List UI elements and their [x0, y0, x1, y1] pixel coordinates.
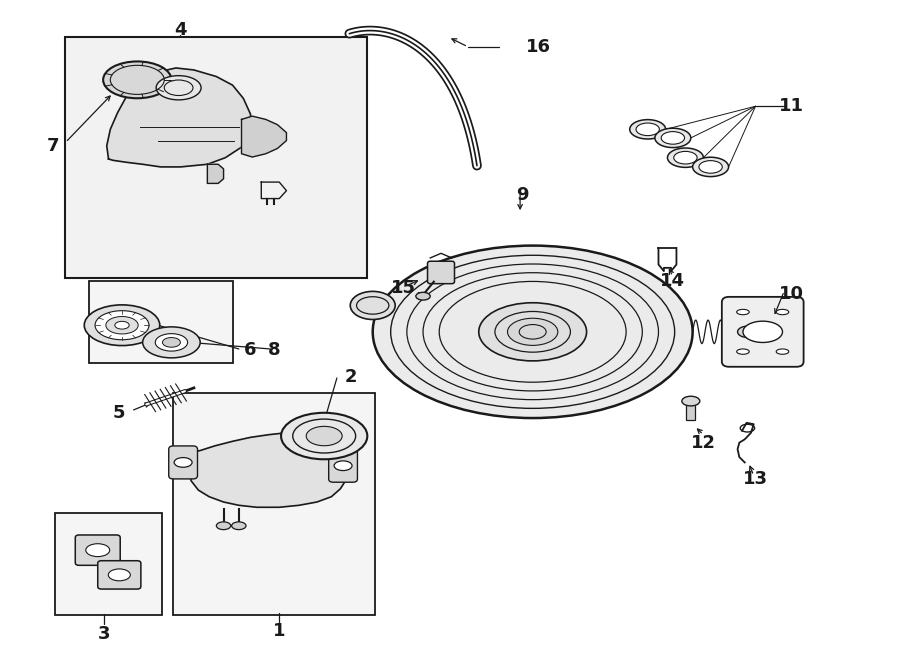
FancyBboxPatch shape [722, 297, 804, 367]
FancyBboxPatch shape [168, 446, 197, 479]
Text: 7: 7 [47, 137, 59, 155]
Ellipse shape [508, 318, 558, 346]
Text: 9: 9 [516, 186, 528, 204]
Ellipse shape [156, 334, 187, 351]
Bar [687, 403, 696, 420]
Ellipse shape [143, 327, 200, 358]
Ellipse shape [86, 544, 110, 557]
Ellipse shape [231, 522, 246, 529]
Text: 8: 8 [267, 341, 280, 360]
Bar [173, 393, 375, 615]
Text: 3: 3 [98, 625, 111, 643]
Ellipse shape [95, 311, 149, 340]
Ellipse shape [115, 321, 130, 329]
Text: 1: 1 [273, 621, 285, 640]
Bar [89, 281, 232, 364]
Ellipse shape [693, 157, 729, 176]
Ellipse shape [162, 338, 180, 347]
Ellipse shape [174, 457, 192, 467]
Ellipse shape [699, 161, 723, 173]
Text: 11: 11 [779, 97, 804, 115]
Ellipse shape [281, 412, 367, 459]
Bar [55, 513, 162, 615]
Ellipse shape [742, 321, 782, 342]
Polygon shape [207, 165, 223, 183]
Ellipse shape [216, 522, 230, 529]
Ellipse shape [85, 305, 159, 346]
Ellipse shape [662, 132, 685, 144]
Ellipse shape [776, 309, 788, 315]
Ellipse shape [737, 309, 749, 315]
Text: 6: 6 [244, 341, 256, 360]
Ellipse shape [334, 461, 352, 471]
Text: 5: 5 [113, 404, 126, 422]
Ellipse shape [655, 128, 691, 147]
Ellipse shape [106, 317, 139, 334]
Ellipse shape [682, 396, 700, 406]
FancyBboxPatch shape [98, 561, 141, 589]
Ellipse shape [350, 292, 395, 319]
Text: 12: 12 [691, 434, 716, 451]
FancyBboxPatch shape [328, 449, 357, 483]
Text: 4: 4 [175, 21, 186, 40]
Ellipse shape [636, 123, 660, 136]
FancyBboxPatch shape [76, 535, 121, 565]
Ellipse shape [674, 151, 698, 164]
Bar [66, 37, 367, 278]
Text: 14: 14 [661, 272, 686, 290]
Ellipse shape [479, 303, 587, 361]
Ellipse shape [416, 292, 430, 300]
Ellipse shape [668, 148, 704, 167]
Ellipse shape [157, 75, 201, 100]
Ellipse shape [306, 426, 342, 446]
Ellipse shape [104, 61, 171, 98]
Ellipse shape [738, 326, 759, 338]
Polygon shape [187, 433, 349, 507]
Ellipse shape [630, 120, 666, 139]
Text: 16: 16 [526, 38, 551, 56]
Text: 13: 13 [743, 470, 768, 488]
Ellipse shape [776, 349, 788, 354]
Polygon shape [241, 116, 286, 157]
Polygon shape [107, 68, 250, 167]
Ellipse shape [108, 569, 130, 581]
FancyBboxPatch shape [428, 261, 454, 284]
Text: 2: 2 [345, 368, 357, 385]
Text: 15: 15 [391, 279, 416, 297]
Ellipse shape [373, 246, 693, 418]
Ellipse shape [737, 349, 749, 354]
Text: 10: 10 [779, 285, 804, 303]
